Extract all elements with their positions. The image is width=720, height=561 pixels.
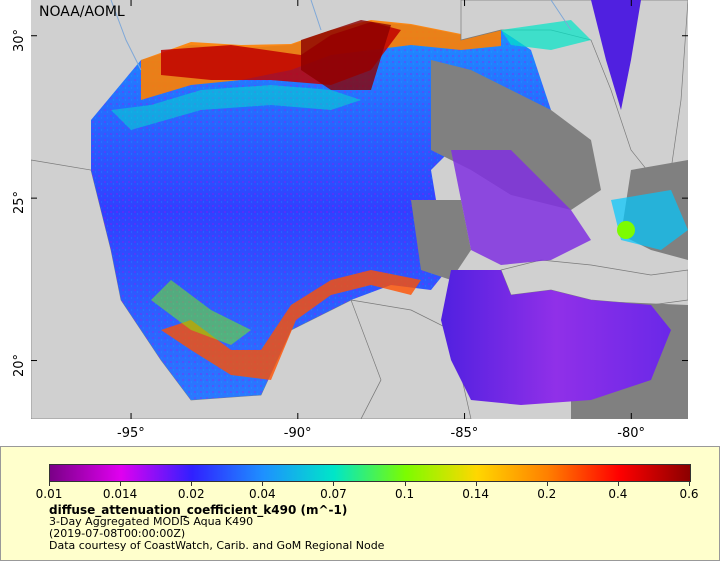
mississippi-delta <box>301 20 391 90</box>
nodata-east-gulf <box>431 60 601 210</box>
river-3 <box>550 0 572 31</box>
colorbar-tick <box>333 482 335 486</box>
atlantic-strip <box>591 0 641 110</box>
colorbar-tick <box>191 482 193 486</box>
cuba-land <box>500 259 688 306</box>
colorbar-tick <box>475 482 477 486</box>
latitude-label: 25° <box>12 191 27 215</box>
longitude-label: -85° <box>450 426 479 441</box>
longitude-label: -80° <box>617 426 646 441</box>
florida-bay-turbid <box>501 20 591 50</box>
latitude-label: 20° <box>12 353 27 377</box>
colorbar-tick <box>262 482 264 486</box>
latitude-label: 30° <box>12 28 27 52</box>
longitude-label: -95° <box>117 426 145 441</box>
product-name: 3-Day Aggregated MODIS Aqua K490 <box>49 515 254 528</box>
graticule-ticks <box>31 0 688 419</box>
colorbar-label: 0.6 <box>679 487 699 501</box>
colorbar-label: 0.014 <box>102 487 138 501</box>
colorbar-label: 0.14 <box>462 487 490 501</box>
bahamas-bank <box>617 221 635 239</box>
campeche-green <box>151 280 251 345</box>
colorbar-tick <box>689 482 690 486</box>
colorbar-label: 0.4 <box>608 487 628 501</box>
yucatan-channel-water <box>451 150 591 265</box>
colorbar-tick <box>120 482 122 486</box>
longitude-label: -90° <box>283 426 312 441</box>
colorbar-label: 0.1 <box>395 487 415 501</box>
colorbar-tick <box>404 482 406 486</box>
river-1 <box>110 0 142 71</box>
central-america-land <box>350 299 472 419</box>
credit-label: NOAA/AOML <box>39 4 125 20</box>
legend-text: diffuse_attenuation_coefficient_k490 (m^… <box>49 504 384 552</box>
green-shelf-band <box>111 85 361 130</box>
colorbar-tick <box>617 482 619 486</box>
river-2 <box>310 0 322 31</box>
nodata-yucatan <box>411 200 471 280</box>
time-stamp: (2019-07-08T00:00:00Z) <box>49 527 186 540</box>
colorbar-tick <box>49 482 50 486</box>
colorbar-label: 0.07 <box>320 487 347 501</box>
colorbar-label: 0.01 <box>35 487 63 501</box>
colorbar <box>49 464 691 482</box>
campeche-coast-turbid <box>161 270 421 380</box>
colorbar-label: 0.2 <box>537 487 557 501</box>
colorbar-tick <box>546 482 548 486</box>
caribbean-water <box>441 270 671 405</box>
map-panel: NOAA/AOML <box>31 0 688 419</box>
gulf-of-mexico-k490-map <box>31 0 688 419</box>
legend-panel: 0.01 0.014 0.02 0.04 0.07 0.1 0.14 0.2 0.4 0.6 di… <box>0 446 720 561</box>
colorbar-label: 0.04 <box>248 487 276 501</box>
colorbar-label: 0.02 <box>177 487 205 501</box>
data-source: Data courtesy of CoastWatch, Carib. and … <box>49 539 385 552</box>
variable-name: diffuse_attenuation_coefficient_k490 (m^… <box>49 503 348 517</box>
